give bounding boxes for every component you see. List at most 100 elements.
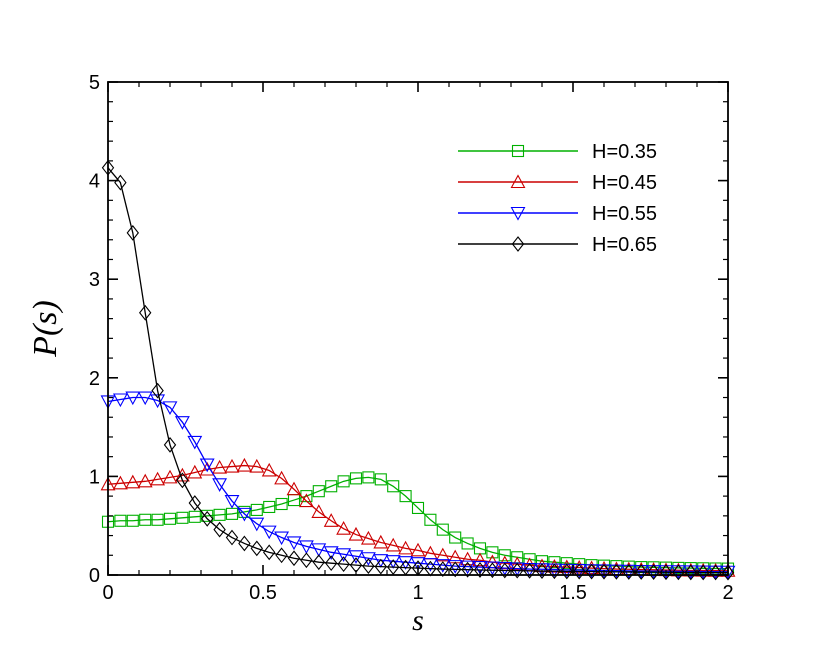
data-point xyxy=(249,517,265,532)
data-point xyxy=(137,391,153,406)
data-point xyxy=(325,480,338,493)
series-H=0.35 xyxy=(101,471,735,575)
data-point xyxy=(411,501,425,515)
data-point xyxy=(238,505,251,518)
data-point xyxy=(585,563,598,580)
data-point xyxy=(535,563,549,579)
series-line xyxy=(107,396,729,573)
data-point xyxy=(188,495,201,511)
data-point xyxy=(112,475,128,490)
data-point xyxy=(261,525,277,540)
data-point xyxy=(275,547,288,564)
data-point xyxy=(112,393,128,408)
data-point xyxy=(349,472,363,485)
data-point xyxy=(449,531,462,544)
data-point xyxy=(424,513,437,526)
data-point xyxy=(684,564,697,581)
data-point xyxy=(176,472,189,489)
data-point xyxy=(546,558,562,573)
legend-label: H=0.65 xyxy=(592,234,657,256)
data-point xyxy=(163,436,177,453)
data-point xyxy=(523,562,536,579)
data-point xyxy=(213,508,226,521)
data-point xyxy=(201,509,214,522)
data-point xyxy=(399,490,412,503)
data-point xyxy=(139,304,152,321)
data-point xyxy=(385,537,401,552)
data-point xyxy=(126,514,139,527)
data-point xyxy=(286,481,302,496)
data-point xyxy=(584,560,600,575)
y-axis-title-group: P(s) xyxy=(27,300,64,358)
data-point xyxy=(225,529,239,546)
data-point xyxy=(573,563,586,580)
data-point xyxy=(188,510,201,523)
data-point xyxy=(398,556,414,570)
data-point xyxy=(511,562,524,579)
x-tick-label: 1.5 xyxy=(559,582,587,604)
data-point xyxy=(162,469,178,484)
y-axis-title: P(s) xyxy=(27,300,64,358)
data-point xyxy=(187,435,203,450)
data-point xyxy=(114,514,127,527)
data-point xyxy=(398,540,414,555)
data-point xyxy=(261,462,277,477)
data-point xyxy=(436,561,449,577)
data-point xyxy=(126,224,139,241)
axis-layer: 0 0.5 1 1.5 2 0 1 2 3 4 5 xyxy=(89,72,734,604)
data-point xyxy=(275,497,288,511)
data-point xyxy=(137,473,153,488)
data-point xyxy=(622,564,635,580)
data-point xyxy=(151,382,164,399)
data-point xyxy=(151,513,164,526)
data-point xyxy=(461,561,474,578)
data-point xyxy=(212,459,228,474)
data-point xyxy=(250,540,263,557)
data-point xyxy=(659,564,673,581)
data-point xyxy=(150,394,166,409)
x-tick-label: 2 xyxy=(722,582,733,604)
data-point xyxy=(286,536,302,551)
legend: H=0.35 H=0.45 H=0.55 H=0.65 xyxy=(458,141,657,256)
data-point xyxy=(373,554,389,568)
data-point xyxy=(697,564,710,581)
data-point xyxy=(263,500,276,514)
data-point xyxy=(348,526,364,541)
series-layer xyxy=(100,159,736,581)
data-point xyxy=(635,564,648,580)
data-point xyxy=(199,458,215,473)
data-point xyxy=(435,547,451,562)
data-point xyxy=(460,551,476,566)
data-point xyxy=(374,473,387,486)
y-tick-label: 0 xyxy=(89,565,100,587)
y-tick-label: 1 xyxy=(89,466,100,488)
data-point xyxy=(150,471,166,486)
data-point xyxy=(385,555,401,569)
data-point xyxy=(436,523,449,536)
data-point xyxy=(174,416,190,430)
series-H=0.45 xyxy=(100,457,736,577)
data-point xyxy=(323,546,339,560)
data-point xyxy=(473,562,487,578)
data-point xyxy=(498,562,511,579)
y-tick-label: 3 xyxy=(89,269,100,291)
y-tick-label: 5 xyxy=(89,72,100,94)
data-point xyxy=(410,557,426,571)
data-point xyxy=(300,552,313,569)
data-point xyxy=(560,557,573,570)
legend-entry: H=0.55 xyxy=(458,203,657,225)
data-point xyxy=(274,470,290,485)
data-point xyxy=(672,564,685,581)
data-point xyxy=(721,564,735,581)
data-point xyxy=(362,558,375,575)
data-point xyxy=(162,401,178,416)
data-point xyxy=(360,552,376,566)
x-tick-label: 0.5 xyxy=(249,582,277,604)
data-point xyxy=(571,559,587,574)
data-point xyxy=(461,537,474,550)
data-point xyxy=(298,540,314,555)
data-point xyxy=(249,458,265,473)
data-point xyxy=(373,534,389,549)
data-point xyxy=(387,480,400,493)
